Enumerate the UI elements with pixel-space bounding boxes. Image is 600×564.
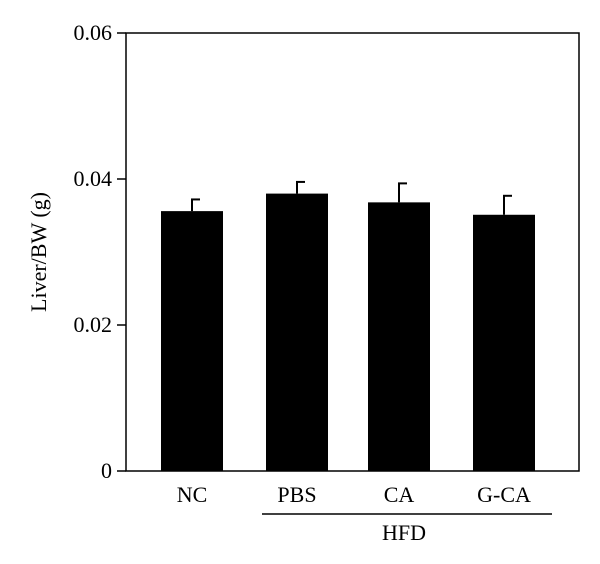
y-axis-ticks: 0 0.02 0.04 0.06 [74,20,126,483]
x-tick-label-ca: CA [384,482,415,507]
y-axis-title: Liver/BW (g) [26,192,51,312]
bar-g-ca [473,214,535,471]
y-tick-label-2: 0.04 [74,166,113,191]
bar-ca [368,202,430,472]
y-tick-label-3: 0.06 [74,20,113,45]
x-tick-label-pbs: PBS [277,482,316,507]
plot-frame [125,32,580,472]
bars [161,193,535,472]
group-label: HFD [382,520,426,545]
x-axis-labels: NC PBS CA G-CA [177,482,531,507]
x-tick-label-nc: NC [177,482,208,507]
error-bars [191,180,512,215]
y-tick-label-1: 0.02 [74,312,113,337]
x-tick-label-g-ca: G-CA [477,482,531,507]
bar-pbs [266,193,328,471]
bar-nc [161,211,223,471]
y-tick-label-0: 0 [101,458,112,483]
